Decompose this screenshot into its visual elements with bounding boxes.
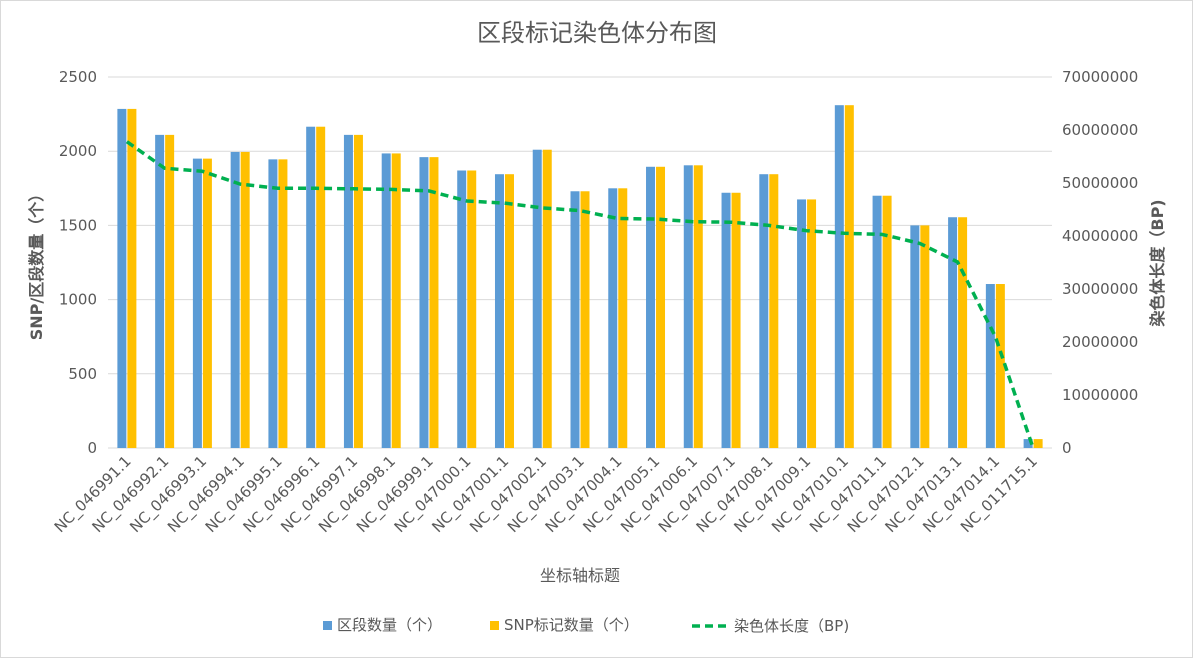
bar-segments [759, 174, 769, 448]
bars-group [117, 105, 1043, 449]
bar-segments [306, 126, 316, 449]
bar-segments [192, 158, 202, 448]
bar-snp-markers [467, 170, 477, 448]
bar-snp-markers [882, 195, 892, 448]
y-tick-label: 2000 [59, 142, 97, 160]
y2-tick-label: 10000000 [1062, 386, 1138, 404]
bar-snp-markers [353, 134, 363, 448]
y-tick-label: 1500 [59, 216, 97, 234]
bar-segments [872, 195, 882, 448]
legend-label: SNP标记数量（个） [504, 616, 639, 634]
bar-snp-markers [580, 191, 590, 448]
bar-snp-markers [240, 151, 250, 448]
bar-snp-markers [542, 149, 552, 448]
bar-segments [608, 188, 618, 449]
bar-snp-markers [127, 108, 137, 448]
y2-tick-label: 20000000 [1062, 333, 1138, 351]
x-axis-title: 坐标轴标题 [540, 566, 620, 585]
line-series-group [125, 140, 1035, 449]
y-tick-label: 500 [68, 365, 97, 383]
bar-snp-markers [807, 199, 817, 448]
bar-snp-markers [391, 153, 401, 448]
bar-snp-markers [1033, 439, 1043, 448]
bar-segments [948, 217, 958, 448]
bar-segments [683, 165, 693, 448]
bar-segments [343, 134, 353, 448]
bar-snp-markers [693, 165, 703, 448]
bar-segments [419, 157, 429, 449]
x-axis-ticks: NC_046991.1NC_046992.1NC_046993.1NC_0469… [51, 452, 1042, 537]
bar-snp-markers [769, 174, 779, 448]
y2-tick-label: 60000000 [1062, 121, 1138, 139]
chart-title: 区段标记染色体分布图 [477, 19, 717, 47]
bar-snp-markers [618, 188, 628, 449]
y2-tick-label: 30000000 [1062, 280, 1138, 298]
bar-snp-markers [958, 217, 968, 448]
bar-segments [117, 108, 127, 448]
y2-axis-ticks: 0 10000000 20000000 30000000 40000000 5000000… [1062, 68, 1138, 457]
y-tick-label: 1000 [59, 291, 97, 309]
legend-label: 区段数量（个） [337, 616, 442, 634]
bar-snp-markers [504, 174, 514, 448]
bar-segments [570, 191, 580, 448]
bar-segments [721, 192, 731, 448]
bar-snp-markers [844, 105, 854, 449]
bar-snp-markers [995, 284, 1005, 448]
y2-axis-title: 染色体长度（BP) [1148, 199, 1167, 327]
y2-tick-label: 0 [1062, 439, 1072, 457]
legend: 区段数量（个） SNP标记数量（个） 染色体长度（BP) [323, 616, 849, 635]
bar-segments [494, 174, 504, 448]
y-axis-ticks: 0 500 1000 1500 2000 2500 [59, 68, 97, 457]
bar-segments [646, 166, 656, 449]
gridlines [108, 76, 1052, 449]
bar-snp-markers [278, 159, 288, 448]
bar-snp-markers [165, 134, 175, 448]
bar-snp-markers [731, 192, 741, 448]
bar-snp-markers [316, 126, 326, 449]
bar-segments [230, 151, 240, 448]
y2-tick-label: 70000000 [1062, 68, 1138, 86]
bar-snp-markers [429, 157, 439, 449]
bar-segments [910, 225, 920, 448]
y2-tick-label: 40000000 [1062, 227, 1138, 245]
bar-segments [155, 134, 165, 448]
bar-segments [532, 149, 542, 448]
bar-segments [1023, 439, 1033, 448]
bar-segments [457, 170, 467, 448]
line-chromosome-length [125, 140, 1035, 449]
bar-segments [834, 105, 844, 449]
bar-segments [797, 199, 807, 448]
legend-label: 染色体长度（BP) [734, 617, 849, 635]
y-tick-label: 0 [87, 439, 97, 457]
bar-snp-markers [656, 166, 666, 449]
bar-segments [381, 153, 391, 448]
bar-snp-markers [920, 225, 930, 448]
y-tick-label: 2500 [59, 68, 97, 86]
bar-segments [268, 159, 278, 448]
legend-swatch [490, 621, 499, 630]
bar-segments [985, 284, 995, 448]
bar-snp-markers [202, 158, 212, 448]
y-axis-title: SNP/区段数量（个） [27, 186, 46, 341]
legend-swatch [323, 621, 332, 630]
y2-tick-label: 50000000 [1062, 174, 1138, 192]
